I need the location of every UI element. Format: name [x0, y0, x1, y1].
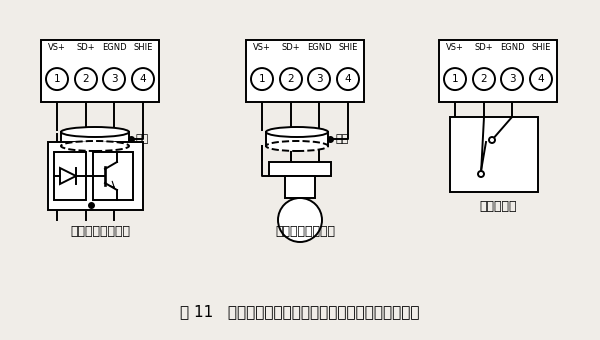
Ellipse shape: [61, 141, 129, 151]
Circle shape: [337, 68, 359, 90]
Circle shape: [251, 68, 273, 90]
Text: 图 11   光电式、磁电式速度传感器、开停传感器的连接: 图 11 光电式、磁电式速度传感器、开停传感器的连接: [180, 305, 420, 320]
Circle shape: [473, 68, 495, 90]
Text: 3: 3: [316, 74, 322, 84]
Polygon shape: [60, 168, 76, 184]
Text: EGND: EGND: [307, 42, 331, 51]
Circle shape: [444, 68, 466, 90]
Bar: [54, 152, 86, 200]
Text: 1: 1: [53, 74, 61, 84]
Bar: [285, 176, 315, 198]
Text: SD+: SD+: [475, 42, 493, 51]
Circle shape: [478, 171, 484, 177]
Ellipse shape: [61, 127, 129, 137]
Text: 2: 2: [481, 74, 487, 84]
Bar: [450, 117, 538, 192]
Circle shape: [489, 137, 495, 143]
Circle shape: [103, 68, 125, 90]
Circle shape: [530, 68, 552, 90]
Text: 磁电式速度传感器: 磁电式速度传感器: [275, 225, 335, 238]
Text: 4: 4: [344, 74, 352, 84]
Bar: [61, 132, 129, 146]
Text: 屏蔽: 屏蔽: [335, 134, 348, 144]
Circle shape: [75, 68, 97, 90]
Text: VS+: VS+: [446, 42, 464, 51]
Text: 光电式速度传感器: 光电式速度传感器: [70, 225, 130, 238]
Ellipse shape: [278, 198, 322, 242]
Bar: [266, 132, 328, 146]
Text: EGND: EGND: [101, 42, 127, 51]
Text: VS+: VS+: [48, 42, 66, 51]
Circle shape: [280, 68, 302, 90]
Text: SHIE: SHIE: [338, 42, 358, 51]
Ellipse shape: [266, 127, 328, 137]
Text: EGND: EGND: [500, 42, 524, 51]
Text: 2: 2: [287, 74, 295, 84]
Text: 开停传感器: 开停传感器: [479, 200, 517, 213]
Circle shape: [46, 68, 68, 90]
Text: 3: 3: [110, 74, 118, 84]
Bar: [269, 162, 331, 176]
Bar: [41, 40, 159, 102]
Text: 屏蔽: 屏蔽: [136, 134, 149, 144]
Circle shape: [501, 68, 523, 90]
Text: 2: 2: [83, 74, 89, 84]
Circle shape: [132, 68, 154, 90]
Bar: [246, 40, 364, 102]
Text: VS+: VS+: [253, 42, 271, 51]
Text: 1: 1: [259, 74, 265, 84]
Bar: [93, 152, 133, 200]
Circle shape: [308, 68, 330, 90]
Text: 1: 1: [452, 74, 458, 84]
Text: 3: 3: [509, 74, 515, 84]
Text: SD+: SD+: [281, 42, 301, 51]
Text: SD+: SD+: [77, 42, 95, 51]
Text: 4: 4: [538, 74, 544, 84]
Bar: [439, 40, 557, 102]
Ellipse shape: [266, 141, 328, 151]
Bar: [48, 142, 143, 210]
Text: SHIE: SHIE: [532, 42, 551, 51]
Text: 4: 4: [140, 74, 146, 84]
Text: SHIE: SHIE: [133, 42, 152, 51]
